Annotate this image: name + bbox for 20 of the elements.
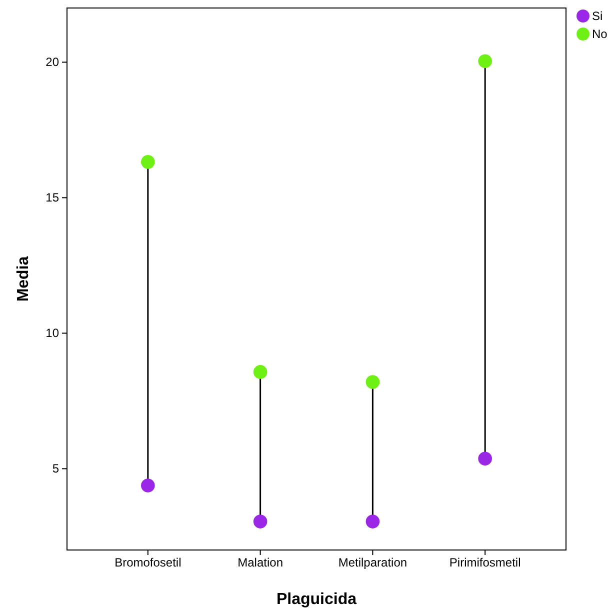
- y-tick-label: 20: [46, 55, 60, 70]
- point: [478, 54, 492, 68]
- point: [253, 365, 268, 379]
- point: [141, 155, 155, 169]
- point: [478, 452, 492, 466]
- y-tick-label: 15: [46, 190, 60, 205]
- legend-label: No: [592, 27, 608, 41]
- point: [141, 478, 155, 492]
- point: [253, 514, 268, 528]
- y-axis-title: Media: [15, 256, 32, 302]
- x-tick-label: Malation: [238, 556, 283, 570]
- y-tick-label: 5: [52, 462, 60, 476]
- legend-label: Si: [592, 9, 603, 23]
- y-tick-label: 10: [46, 326, 60, 340]
- x-axis-title: Plaguicida: [276, 591, 357, 608]
- x-tick-label: Pirimifosmetil: [449, 556, 521, 570]
- x-tick-label: Bromofosetil: [114, 556, 182, 570]
- point: [366, 375, 380, 389]
- x-tick-label: Metilparation: [338, 556, 408, 570]
- point: [366, 514, 380, 528]
